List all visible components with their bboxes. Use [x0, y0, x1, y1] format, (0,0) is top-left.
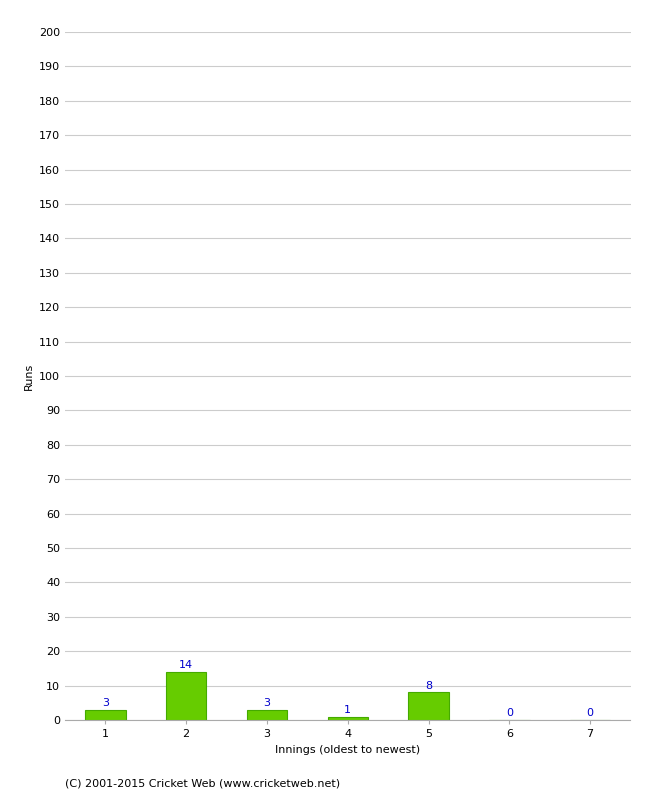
Text: 1: 1	[344, 705, 351, 715]
Bar	[408, 693, 448, 720]
Bar	[166, 672, 206, 720]
Text: 3: 3	[263, 698, 270, 708]
Bar	[247, 710, 287, 720]
Text: 8: 8	[425, 681, 432, 690]
Text: 14: 14	[179, 660, 193, 670]
Text: 0: 0	[586, 708, 593, 718]
X-axis label: Innings (oldest to newest): Innings (oldest to newest)	[275, 745, 421, 754]
Y-axis label: Runs: Runs	[23, 362, 33, 390]
Text: (C) 2001-2015 Cricket Web (www.cricketweb.net): (C) 2001-2015 Cricket Web (www.cricketwe…	[65, 778, 340, 788]
Text: 3: 3	[102, 698, 109, 708]
Bar	[328, 717, 368, 720]
Bar	[85, 710, 125, 720]
Text: 0: 0	[506, 708, 513, 718]
